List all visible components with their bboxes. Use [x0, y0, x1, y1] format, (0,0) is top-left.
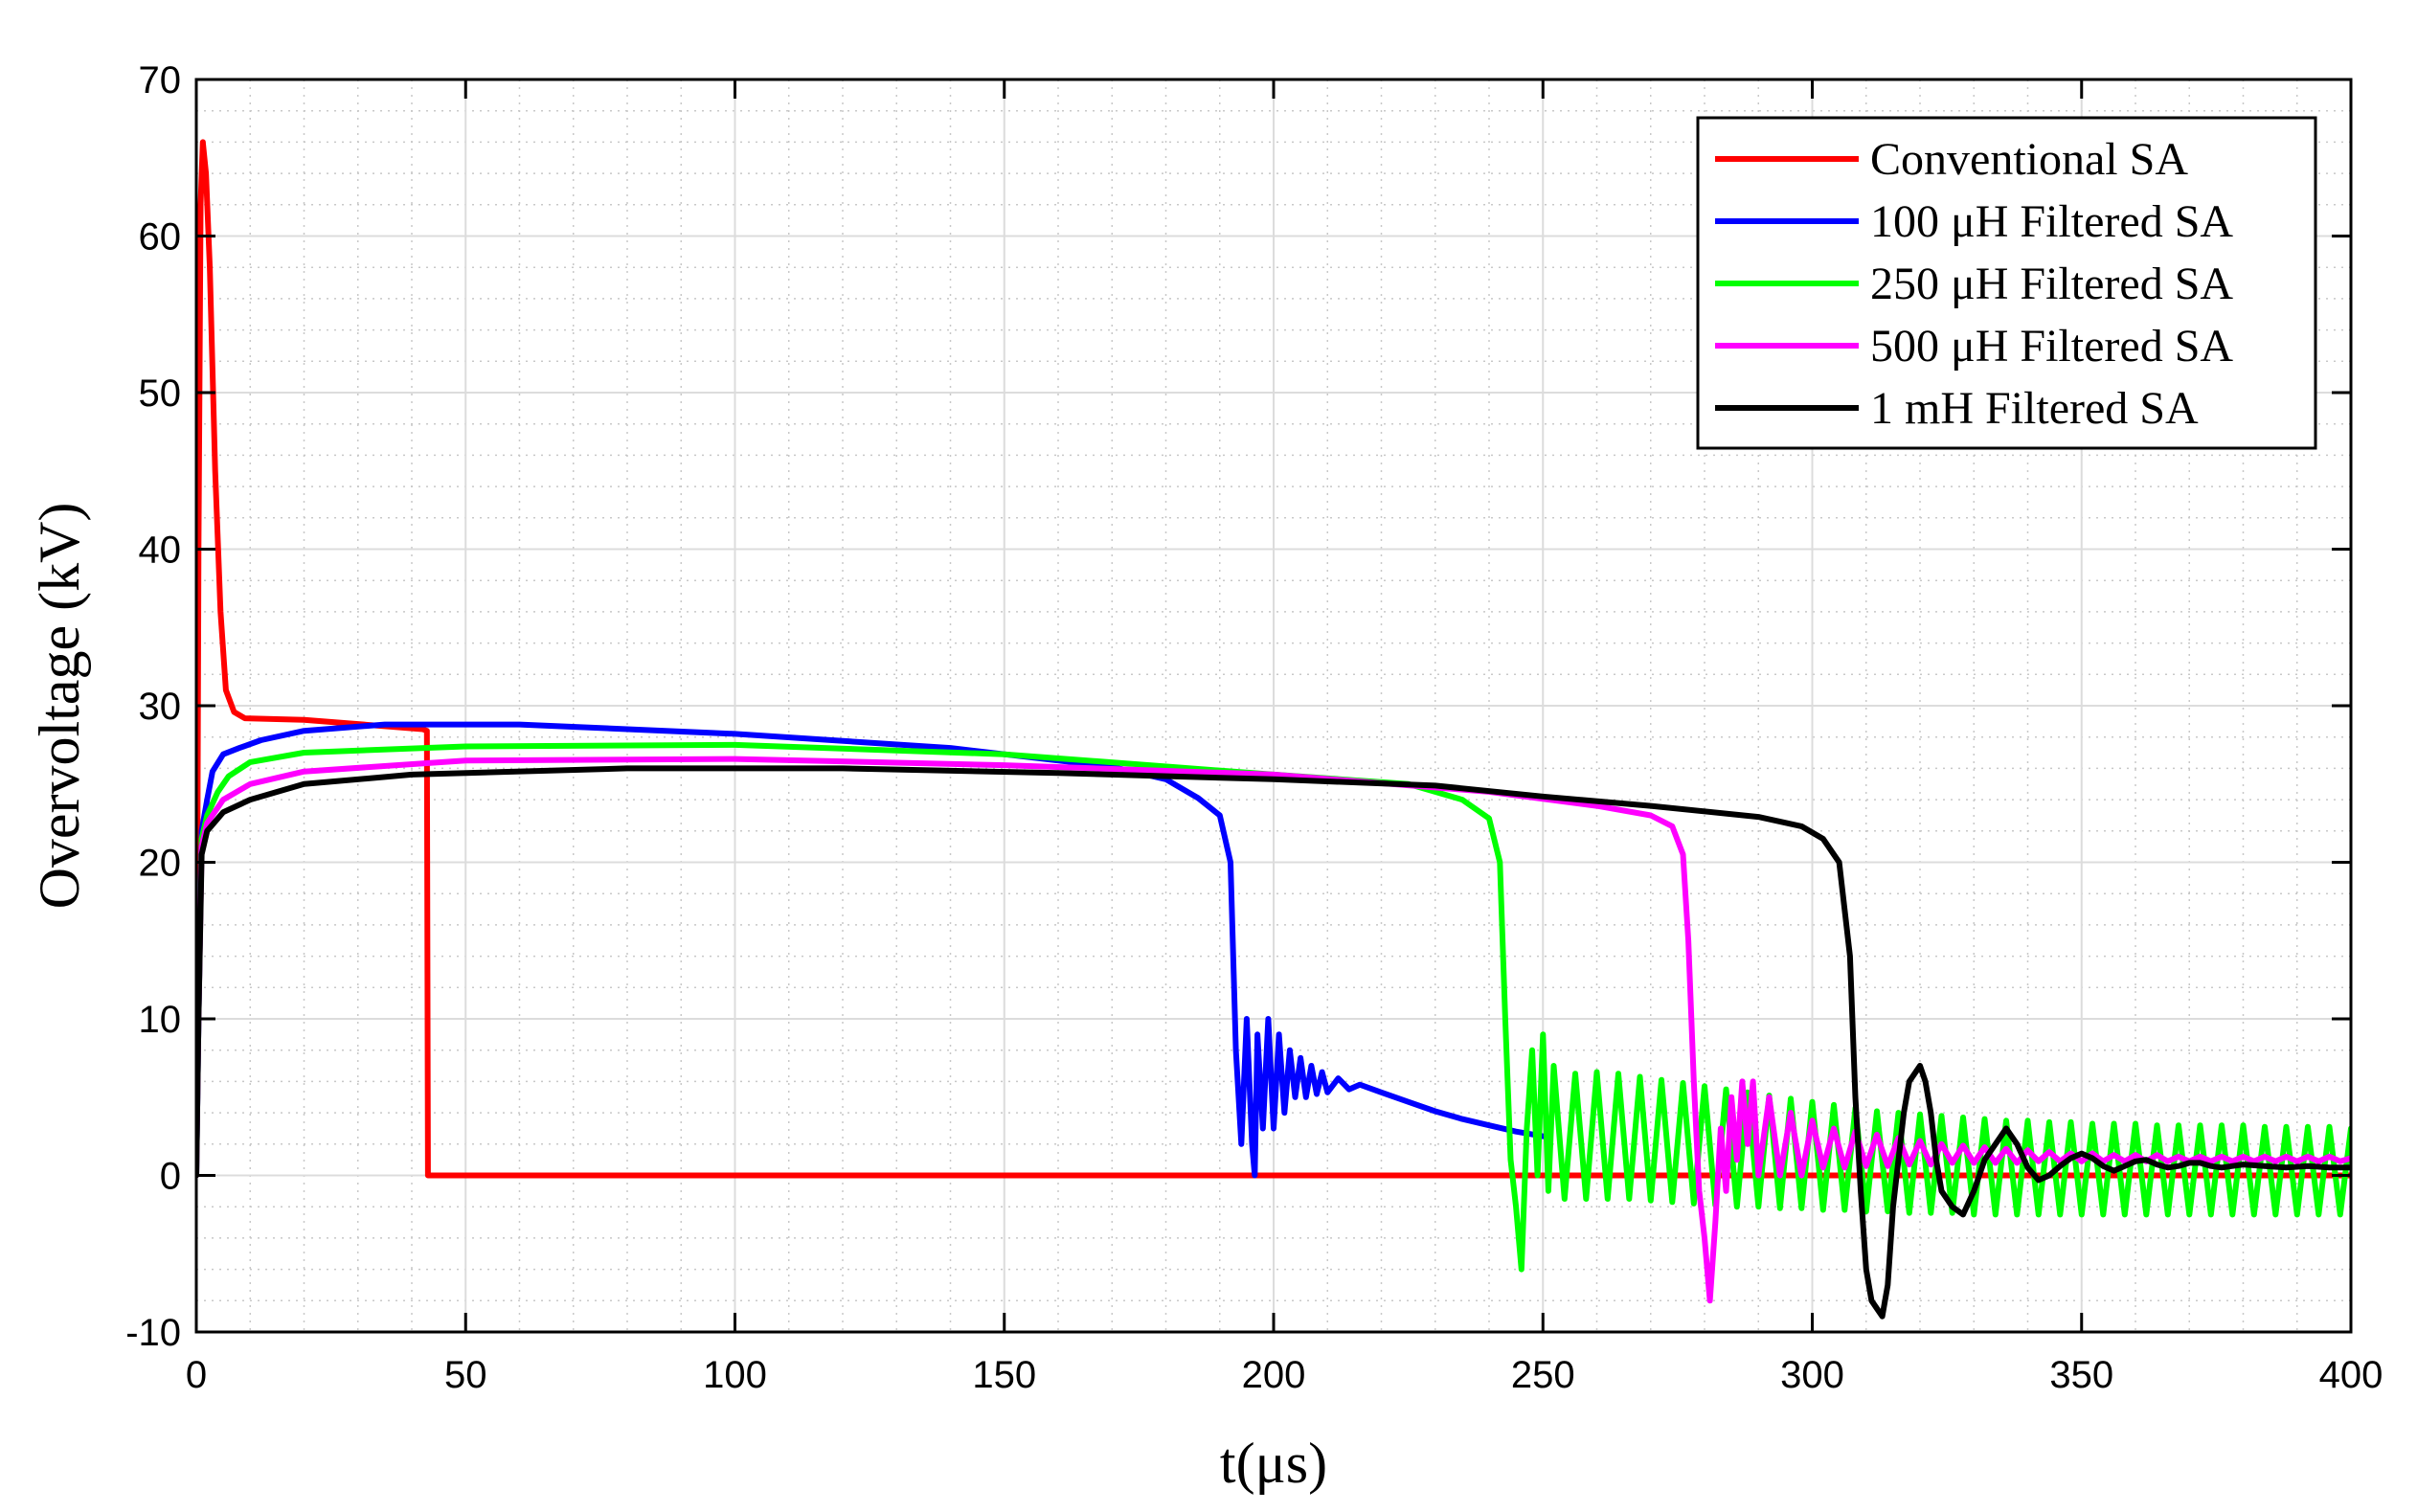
axis-ticks [194, 78, 2353, 1334]
x-axis-title: t(μs) [1220, 1432, 1327, 1495]
y-tick-label: 40 [139, 530, 182, 572]
x-tick-label: 400 [2319, 1354, 2383, 1396]
y-tick-label: 60 [139, 216, 182, 259]
y-tick-label: -10 [125, 1312, 181, 1354]
x-tick-label: 250 [1511, 1354, 1575, 1396]
y-tick-label: 50 [139, 372, 182, 415]
x-tick-labels: 0 50 100 150 200 250 300 350 400 [186, 1354, 2383, 1396]
y-tick-label: 70 [139, 59, 182, 102]
legend: Conventional SA 100 μH Filtered SA 250 μH … [1696, 116, 2317, 450]
x-tick-label: 200 [1242, 1354, 1306, 1396]
x-tick-label: 0 [186, 1354, 207, 1396]
legend-label-4: 1 mH Filtered SA [1870, 383, 2199, 434]
series-layer [196, 139, 2351, 1320]
y-tick-labels: -10 0 10 20 30 40 50 60 70 [125, 59, 181, 1354]
series-line-4 [196, 765, 2351, 1320]
y-tick-label: 0 [160, 1156, 181, 1198]
x-tick-label: 350 [2049, 1354, 2113, 1396]
series-line-1 [196, 721, 1547, 1179]
series-line-0 [196, 139, 2351, 1179]
x-tick-label: 50 [444, 1354, 487, 1396]
y-axis-title: Overvoltage (kV) [28, 503, 91, 910]
x-tick-label: 100 [703, 1354, 767, 1396]
legend-label-1: 100 μH Filtered SA [1870, 196, 2233, 247]
x-tick-label: 300 [1780, 1354, 1844, 1396]
legend-label-2: 250 μH Filtered SA [1870, 259, 2233, 309]
y-tick-label: 10 [139, 999, 182, 1041]
y-tick-label: 20 [139, 843, 182, 885]
y-tick-label: 30 [139, 686, 182, 728]
legend-label-0: Conventional SA [1870, 134, 2188, 185]
x-tick-label: 150 [972, 1354, 1036, 1396]
legend-label-3: 500 μH Filtered SA [1870, 321, 2233, 372]
